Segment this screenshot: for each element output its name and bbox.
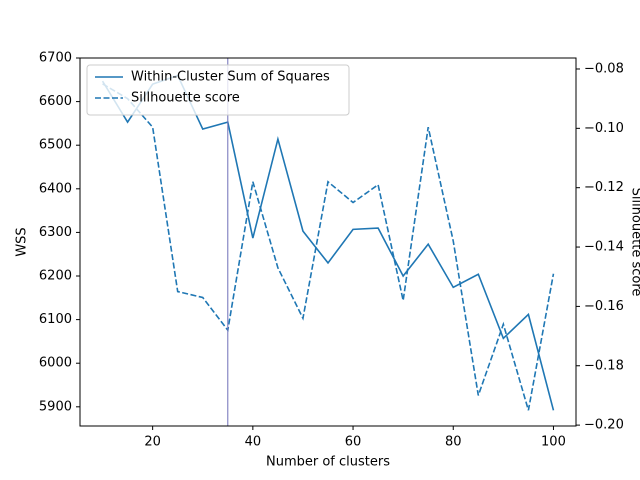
x-tick-label: 40 xyxy=(245,435,262,450)
y-tick-label: 6100 xyxy=(39,312,72,327)
legend-label: Within-Cluster Sum of Squares xyxy=(131,70,330,85)
x-tick-label: 100 xyxy=(541,435,566,450)
y2-tick-label: −0.10 xyxy=(584,121,624,136)
x-tick-label: 60 xyxy=(345,435,362,450)
y2-tick-label: −0.18 xyxy=(584,358,624,373)
y-tick-label: 6400 xyxy=(39,181,72,196)
x-tick-label: 20 xyxy=(144,435,161,450)
y-tick-label: 6500 xyxy=(39,138,72,153)
y-tick-label: 5900 xyxy=(39,399,72,414)
y2-tick-label: −0.12 xyxy=(584,180,624,195)
legend-box xyxy=(86,64,350,116)
y-tick-label: 6600 xyxy=(39,94,72,109)
y2-tick-label: −0.14 xyxy=(584,240,624,255)
x-tick-label: 80 xyxy=(445,435,462,450)
x-axis-label: Number of clusters xyxy=(266,455,390,470)
y-tick-label: 6300 xyxy=(39,225,72,240)
y-tick-label: 6200 xyxy=(39,269,72,284)
y-tick-label: 6000 xyxy=(39,356,72,371)
line-series xyxy=(102,83,555,411)
y2-axis-label: Sillhouette score xyxy=(629,188,640,297)
y-axis-label: WSS xyxy=(15,227,30,256)
y2-tick-label: −0.16 xyxy=(584,299,624,314)
y2-tick-label: −0.08 xyxy=(584,61,624,76)
plot-frame xyxy=(79,57,577,427)
legend-label: Sillhouette score xyxy=(131,91,240,106)
y-tick-label: 6700 xyxy=(39,51,72,66)
y2-tick-label: −0.20 xyxy=(584,418,624,433)
